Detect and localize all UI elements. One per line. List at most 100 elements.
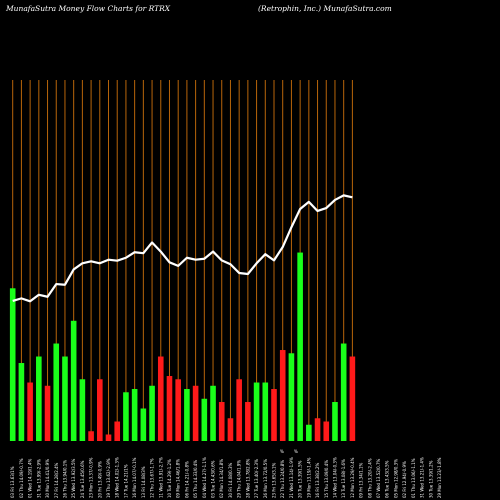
money-flow-bar — [288, 353, 295, 441]
x-tick-label: 25 Wed 13.92/3.5% — [71, 458, 76, 498]
x-tick-label: 20 Tue 13.39/1.5% — [298, 460, 303, 498]
money-flow-bar — [306, 424, 312, 441]
money-flow-bar — [184, 389, 190, 441]
chart-title-left: MunafaSutra Money Flow Charts for RTRX — [5, 4, 171, 13]
x-tick-label: 12 Mon 13.29/-0.4% — [350, 457, 355, 498]
money-flow-bar — [245, 402, 251, 441]
x-tick-label: 26 Mon 13.72/0.5% — [263, 459, 268, 498]
money-flow-bar — [340, 343, 347, 441]
x-tick-label: 23 Mon 13.37/-0.9% — [89, 457, 94, 498]
x-tick-label: 02 Fri 12.94/-0.9% — [402, 461, 407, 498]
x-tick-label: 24 Tue 13.45/0.6% — [80, 460, 85, 498]
x-tick-label: 19 Thu 13.62/-2.9% — [106, 458, 111, 498]
money-flow-bar — [79, 379, 86, 441]
x-tick-label: 29 Thu 14.04/1.9% — [237, 460, 242, 498]
money-flow-bar — [349, 356, 356, 441]
money-flow-bar — [140, 408, 147, 441]
x-tick-label: 09 Mon 14.46/1.8% — [176, 459, 181, 498]
money-flow-bar — [62, 356, 68, 441]
x-tick-label: 06 Fri 14.21/-0.8% — [184, 461, 189, 498]
money-flow-bar — [157, 356, 164, 441]
money-flow-bar — [131, 389, 138, 441]
money-flow-bar — [192, 385, 199, 441]
chart-title-right: (Retrophin, Inc.) MunafaSutra.com — [258, 4, 392, 13]
x-tick-label: 31 Tue 13.99/-2.9% — [36, 459, 41, 498]
x-tick-label: 18 Wed 14.02/-1.3% — [115, 457, 120, 498]
x-tick-label: 29 Mon 13.23/-1.8% — [437, 457, 442, 498]
x-tick-label: 15 Thu 13.09/0.4% — [324, 460, 329, 498]
money-flow-bar — [218, 402, 225, 441]
money-flow-bar — [9, 288, 16, 441]
x-tick-label: 31 Wed 13.21/-1.4% — [420, 457, 425, 498]
x-tick-label: 08 Thu 13.20/-2.4% — [367, 458, 372, 498]
x-tick-label: 13 Tue 13.08/-1.6% — [341, 459, 346, 498]
x-tick-label: 30 Tue 13.39/1.2% — [428, 460, 433, 498]
price-line — [12, 194, 353, 303]
x-tick-label: 03 Tue 14.43/0.6% — [211, 460, 216, 498]
money-flow-bar — [227, 418, 234, 441]
x-tick-label: 02 Thu 14.09/-0.7% — [19, 458, 24, 498]
money-flow-bar — [323, 421, 330, 441]
x-tick-labels: 03 Fri 13.63/1% 02 Thu 14.09/-0.7% 01 Wed … — [10, 457, 442, 498]
x-tick-label: 11 Wed 13.91/-2.7% — [158, 457, 163, 498]
x-tick-label: 01 Thu 13.06/-1.1% — [411, 458, 416, 498]
money-flow-bar — [105, 434, 112, 441]
x-tick-label: 17 Tue 14.21/1% — [123, 464, 128, 498]
money-flow-bar — [271, 389, 277, 441]
x-tick-label: 10 Tue 14.29/-1.2% — [167, 459, 172, 498]
money-flow-bar — [175, 379, 181, 441]
money-flow-bar — [18, 363, 25, 441]
x-tick-label: 05 Thu 14.33/0.4% — [193, 460, 198, 498]
footer-marks: %% — [280, 449, 298, 454]
money-flow-bar — [166, 376, 173, 441]
x-tick-label: 05 Mon 12.98/0.3% — [393, 459, 398, 498]
x-tick-label: 14 Wed 13.04/-0.3% — [332, 457, 337, 498]
x-tick-label: 27 Fri 14.28/2.4% — [54, 462, 59, 498]
x-tick-label: 12 Thu 13.67/-1.7% — [150, 458, 155, 498]
money-flow-bar — [314, 418, 321, 441]
x-tick-label: 28 Wed 13.78/2.8% — [245, 458, 250, 498]
money-flow-bar — [36, 356, 42, 441]
x-tick-label: 27 Tue 13.40/-2.3% — [254, 459, 259, 498]
x-tick-label: 30 Mon 14.41/0.9% — [45, 459, 50, 498]
footer-mark: % — [294, 449, 298, 454]
money-flow-bar — [53, 343, 60, 441]
x-tick-label: 16 Fri 13.38/2.2% — [315, 462, 320, 498]
money-flow-bar — [201, 398, 208, 441]
money-flow-bars — [9, 252, 356, 441]
x-tick-label: 19 Mon 13.19/-1.4% — [306, 457, 311, 498]
x-tick-label: 06 Tue 13.43/3.5% — [385, 460, 390, 498]
money-flow-bar — [279, 350, 286, 441]
x-tick-label: 30 Fri 14.08/0.3% — [228, 462, 233, 498]
money-flow-bar — [123, 392, 129, 441]
money-flow-bar — [297, 252, 303, 441]
x-tick-label: 20 Fri 13.49/-0.9% — [97, 461, 102, 498]
x-tick-label: 02 Mon 14.34/1.8% — [219, 459, 224, 498]
x-tick-label: 26 Thu 13.94/0.1% — [62, 460, 67, 498]
money-flow-bar — [332, 402, 338, 441]
money-flow-bar — [210, 385, 216, 441]
money-flow-bar — [88, 431, 94, 441]
x-tick-label: 04 Wed 14.27/-1.1% — [202, 457, 207, 498]
money-flow-bar — [262, 382, 269, 441]
money-flow-bar — [236, 379, 242, 441]
x-tick-label: 09 Fri 13.34/1.1% — [359, 462, 364, 498]
money-flow-bar — [253, 382, 260, 441]
x-tick-label: 03 Fri 13.63/1% — [10, 466, 15, 498]
money-flow-bar — [70, 320, 77, 441]
money-flow-bar — [44, 385, 51, 441]
x-tick-label: 23 Fri 13.65/3.1% — [272, 462, 277, 498]
footer-mark: % — [280, 449, 284, 454]
x-tick-label: 21 Wed 13.14/-1.9% — [289, 457, 294, 498]
x-tick-label: 07 Wed 13.52/0.7% — [376, 458, 381, 498]
x-tick-label: 13 Fri 14.08/3% — [141, 466, 146, 498]
price-line-layer — [12, 194, 353, 303]
money-flow-bar — [149, 385, 155, 441]
money-flow-bar — [97, 379, 103, 441]
x-tick-label: 01 Wed 14.19/1.4% — [28, 458, 33, 498]
money-flow-bar — [114, 421, 121, 441]
money-flow-bar — [27, 382, 33, 441]
x-tick-label: 22 Thu 13.24/0.8% — [280, 460, 285, 498]
x-tick-label: 16 Mon 14.07/-0.1% — [132, 457, 137, 498]
